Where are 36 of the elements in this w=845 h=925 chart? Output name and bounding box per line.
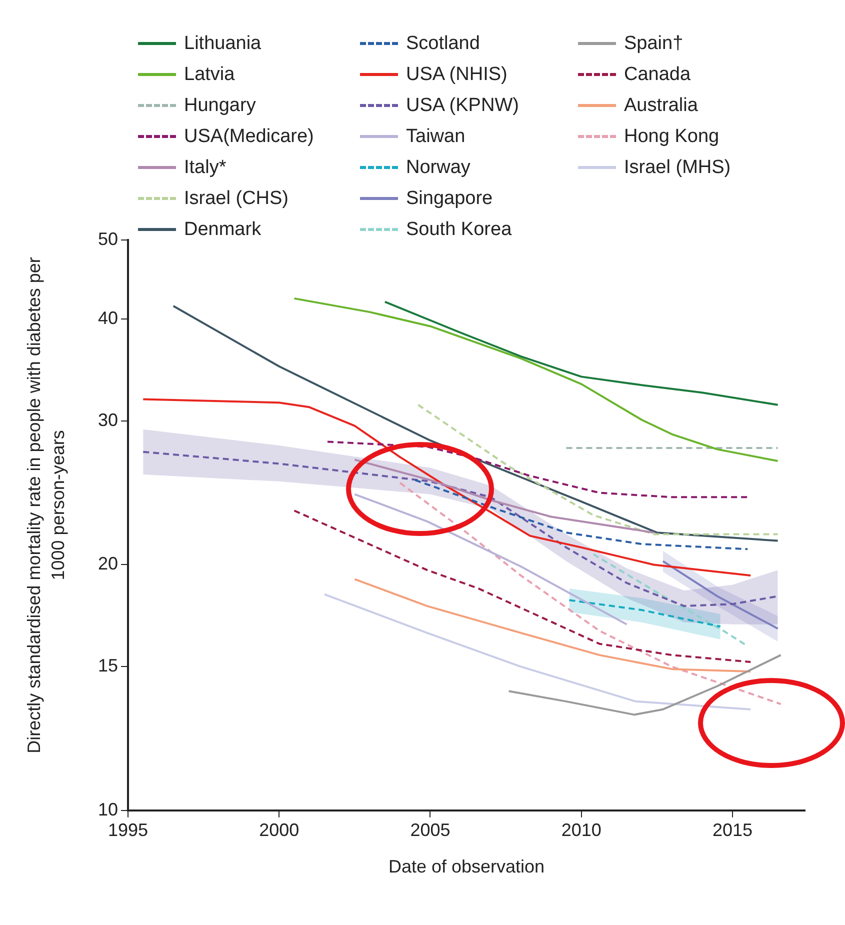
legend-label: Australia	[624, 94, 698, 116]
legend-label: Canada	[624, 64, 691, 86]
legend-label: Spain†	[624, 32, 684, 54]
legend-label: Latvia	[184, 64, 235, 86]
legend-label: USA(Medicare)	[184, 126, 314, 148]
y-tick-label: 20	[98, 554, 118, 574]
legend-label: Scotland	[406, 32, 480, 54]
x-tick-label: 2000	[259, 820, 300, 840]
line-series	[399, 482, 782, 706]
legend-label: Israel (MHS)	[624, 156, 731, 178]
y-tick-label: 50	[98, 228, 118, 249]
legend-label: Norway	[406, 156, 470, 178]
x-tick-label: 1995	[108, 820, 148, 840]
legend-label: Hong Kong	[624, 126, 720, 148]
y-tick-label: 10	[98, 799, 118, 820]
legend-label: Denmark	[184, 218, 262, 240]
line-series	[293, 510, 752, 664]
line-series	[414, 479, 749, 550]
y-tick-label: 40	[98, 308, 118, 328]
x-axis-title: Date of observation	[388, 856, 545, 876]
legend-label: Taiwan	[406, 126, 466, 148]
y-tick-label: 30	[98, 410, 118, 430]
legend-label: Israel (CHS)	[184, 188, 289, 210]
y-tick-label: 15	[98, 656, 118, 676]
x-tick-label: 2005	[410, 820, 450, 840]
y-axis-title: Directly standardised mortality rate in people with diabetes per 1000 person-years	[24, 257, 68, 754]
line-series	[417, 404, 779, 536]
legend-label: Lithuania	[184, 32, 262, 54]
x-tick-label: 2015	[712, 820, 752, 840]
legend-label: Hungary	[184, 94, 256, 116]
legend-label: Singapore	[406, 188, 493, 210]
legend-label: Italy*	[184, 156, 226, 178]
x-tick-label: 2010	[561, 820, 602, 840]
legend-label: South Korea	[406, 218, 512, 240]
legend-label: USA (NHIS)	[406, 64, 508, 86]
legend-label: USA (KPNW)	[406, 94, 519, 116]
